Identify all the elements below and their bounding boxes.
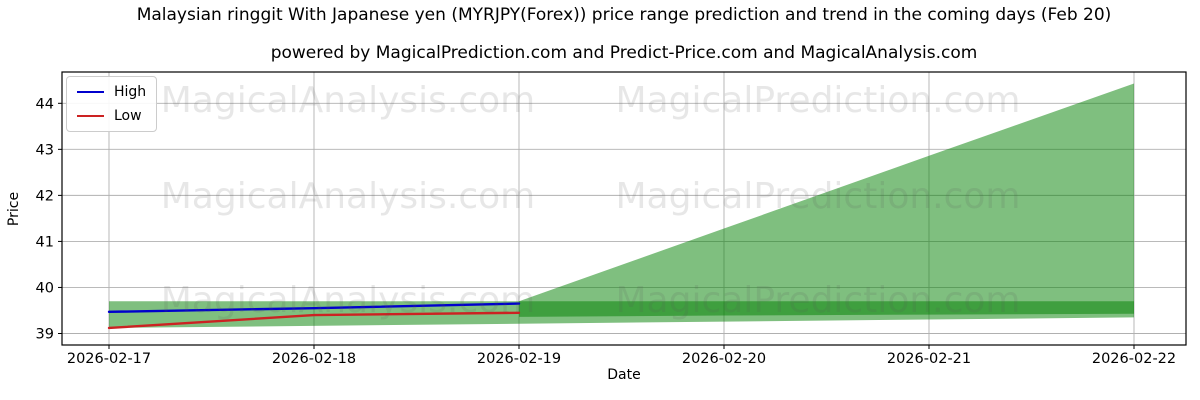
watermark-text: MagicalPrediction.com (616, 176, 1021, 217)
forecast-fan-area (519, 83, 1134, 317)
x-tick-label: 2026-02-22 (1092, 351, 1176, 367)
low-line (107, 311, 521, 330)
legend-label-high: High (114, 84, 147, 100)
x-tick-label: 2026-02-20 (682, 351, 766, 367)
legend-item-high: High (77, 84, 146, 100)
high-line (107, 302, 521, 314)
y-tick-label: 40 (36, 280, 54, 296)
x-tick-label: 2026-02-21 (887, 351, 971, 367)
watermark-text: MagicalAnalysis.com (161, 80, 535, 121)
y-axis-label: Price (6, 191, 22, 227)
y-tick-label: 43 (36, 142, 54, 158)
x-tick-label: 2026-02-18 (272, 351, 356, 367)
watermark-text: MagicalPrediction.com (616, 80, 1021, 121)
x-axis-label: Date (607, 367, 641, 383)
y-tick-label: 42 (36, 188, 54, 204)
high-line-swatch (77, 91, 104, 93)
y-tick-label: 39 (36, 326, 54, 342)
low-line-swatch (77, 115, 104, 117)
x-tick-label: 2026-02-17 (67, 351, 151, 367)
plot-border (61, 71, 1187, 346)
x-tick-label: 2026-02-19 (477, 351, 561, 367)
chart-subtitle: powered by MagicalPrediction.com and Pre… (270, 43, 978, 63)
legend: High Low (66, 76, 158, 132)
y-tick-label: 41 (36, 234, 54, 250)
chart-title: Malaysian ringgit With Japanese yen (MYR… (136, 5, 1112, 25)
y-tick-label: 44 (36, 96, 54, 112)
legend-label-low: Low (114, 108, 142, 124)
legend-item-low: Low (77, 108, 146, 124)
watermark-text: MagicalPrediction.com (616, 280, 1021, 321)
watermark-text: MagicalAnalysis.com (161, 280, 535, 321)
watermark-text: MagicalAnalysis.com (161, 176, 535, 217)
